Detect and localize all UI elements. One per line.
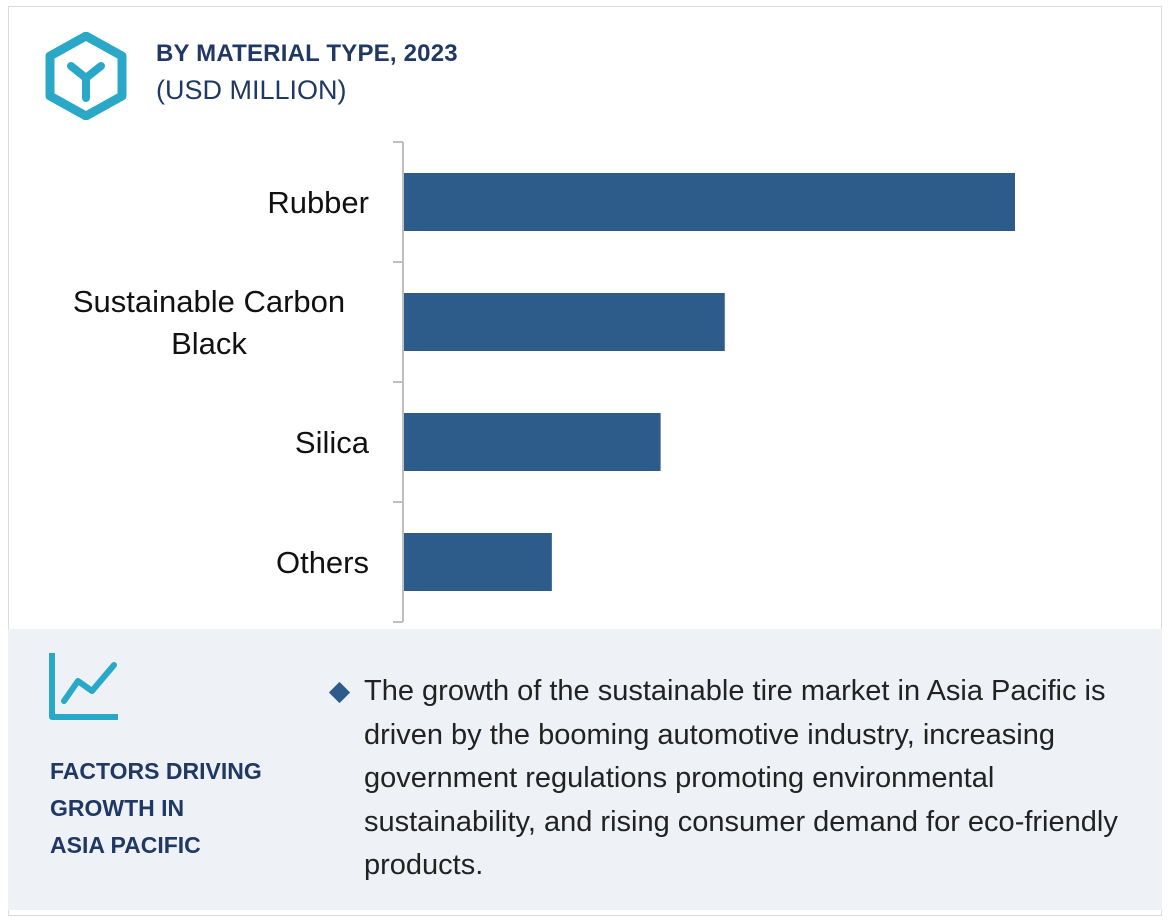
- trend-line-chart-icon: [49, 653, 118, 720]
- bar-chart: Rubber Sustainable Carbon Black Silica Other…: [73, 141, 1015, 623]
- bar-rubber: [404, 173, 1015, 231]
- category-label: Others: [276, 545, 369, 580]
- factors-panel: FACTORS DRIVING GROWTH IN ASIA PACIFIC T…: [8, 629, 1162, 910]
- hexagon-y-logo-icon: [45, 32, 127, 120]
- diamond-bullet-icon: [328, 681, 351, 704]
- factors-heading-line: GROWTH IN: [50, 795, 185, 821]
- chart-title: BY MATERIAL TYPE, 2023: [156, 40, 458, 67]
- factors-heading-line: FACTORS DRIVING: [50, 758, 262, 784]
- category-label: Rubber: [267, 185, 369, 220]
- bar-others: [404, 533, 552, 591]
- category-label: Sustainable Carbon Black: [73, 284, 345, 361]
- factor-bullet-text: The growth of the sustainable tire marke…: [364, 675, 1118, 881]
- bar-sustainable-carbon-black: [404, 293, 725, 351]
- chart-subtitle: (USD MILLION): [156, 75, 347, 105]
- category-label: Silica: [295, 425, 370, 460]
- factors-heading-line: ASIA PACIFIC: [50, 832, 201, 858]
- factors-heading: FACTORS DRIVING GROWTH IN ASIA PACIFIC: [50, 753, 262, 864]
- bar-silica: [404, 413, 661, 471]
